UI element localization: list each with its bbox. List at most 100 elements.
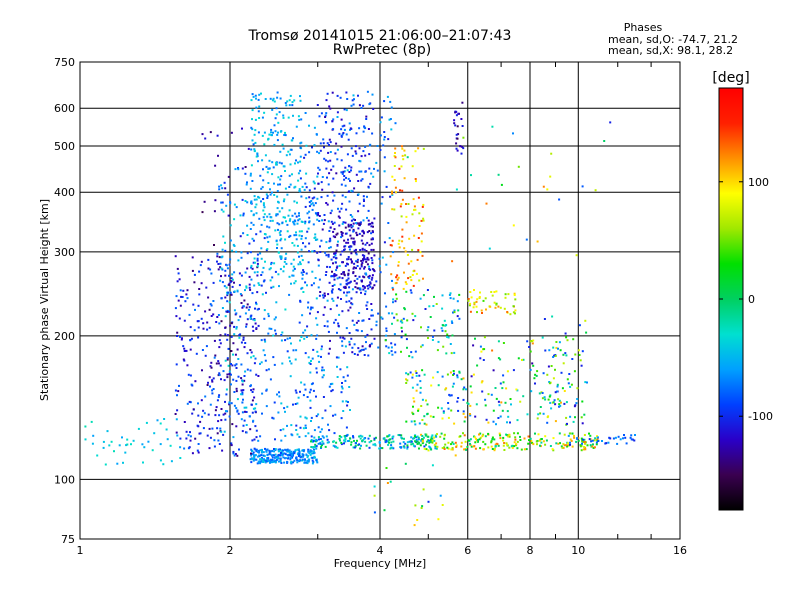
data-point [336,116,339,118]
data-point [324,116,327,118]
data-point [321,376,324,379]
data-point [415,374,418,377]
data-point [288,99,291,102]
data-point [328,429,331,432]
data-point [251,180,254,182]
data-point [375,161,378,164]
data-point [265,459,267,462]
data-point [340,128,343,131]
data-point [493,301,496,304]
data-point [337,240,339,243]
data-point [268,159,271,162]
data-point [348,245,351,248]
data-point [298,450,301,453]
data-point [299,426,302,429]
data-point [342,132,345,134]
plot-frame [79,61,681,540]
data-point [350,297,353,300]
data-point [270,131,272,134]
data-point [224,418,227,421]
data-point [355,282,358,285]
data-point [254,94,257,97]
data-point [492,420,495,423]
data-point [282,428,285,431]
data-point [343,124,346,127]
data-point [250,99,253,102]
data-point [257,131,260,134]
data-point [399,205,402,208]
data-point [319,245,321,248]
data-point [223,430,226,433]
data-point [426,440,428,443]
data-point [224,187,227,190]
data-point [546,373,549,376]
data-point [315,133,318,136]
data-point [268,451,271,454]
data-point [271,134,273,137]
data-point [411,213,414,216]
data-point [156,419,159,422]
data-point [526,413,529,416]
data-point [595,443,598,446]
data-point [490,291,493,293]
data-point [530,390,533,393]
data-point [370,172,373,175]
data-point [235,390,238,393]
data-point [209,385,211,388]
data-point [368,265,371,268]
data-point [221,281,224,284]
data-point [273,459,276,462]
data-point [514,298,517,301]
data-point [293,219,296,222]
data-point [371,274,374,277]
data-point [595,441,598,444]
data-point [369,282,372,285]
data-point [352,242,355,245]
data-point [370,257,373,259]
data-point [250,389,253,392]
data-point [396,319,399,322]
data-point [267,167,270,170]
data-point [231,423,234,426]
data-point [316,197,319,200]
data-point [422,294,425,297]
data-point [516,432,519,435]
data-point [228,370,231,373]
data-point [362,259,365,262]
data-point [350,261,353,264]
data-point [507,293,510,296]
data-point [330,275,333,278]
data-point [584,442,587,445]
data-point [325,202,328,204]
data-point [271,416,274,419]
data-point [401,321,404,324]
data-point [413,208,415,211]
data-point [364,170,367,173]
data-point [564,352,567,355]
data-point [346,169,349,172]
data-point [425,443,427,446]
data-point [383,170,386,173]
data-point [493,449,496,452]
data-point [373,485,376,488]
data-point [344,226,347,229]
data-point [356,439,358,442]
data-point [244,370,247,373]
data-point [279,457,282,460]
data-point [336,158,339,161]
data-point [478,433,480,436]
data-point [456,137,459,140]
data-point [321,435,324,438]
data-point [563,444,566,447]
data-point [490,445,493,448]
data-point [257,282,260,285]
data-point [333,283,336,286]
data-point [277,273,280,276]
data-point [280,462,283,464]
data-point [248,286,251,289]
data-point [447,416,450,419]
data-point [309,371,312,374]
data-point [347,272,350,275]
data-point [571,445,574,448]
data-point [174,389,177,392]
